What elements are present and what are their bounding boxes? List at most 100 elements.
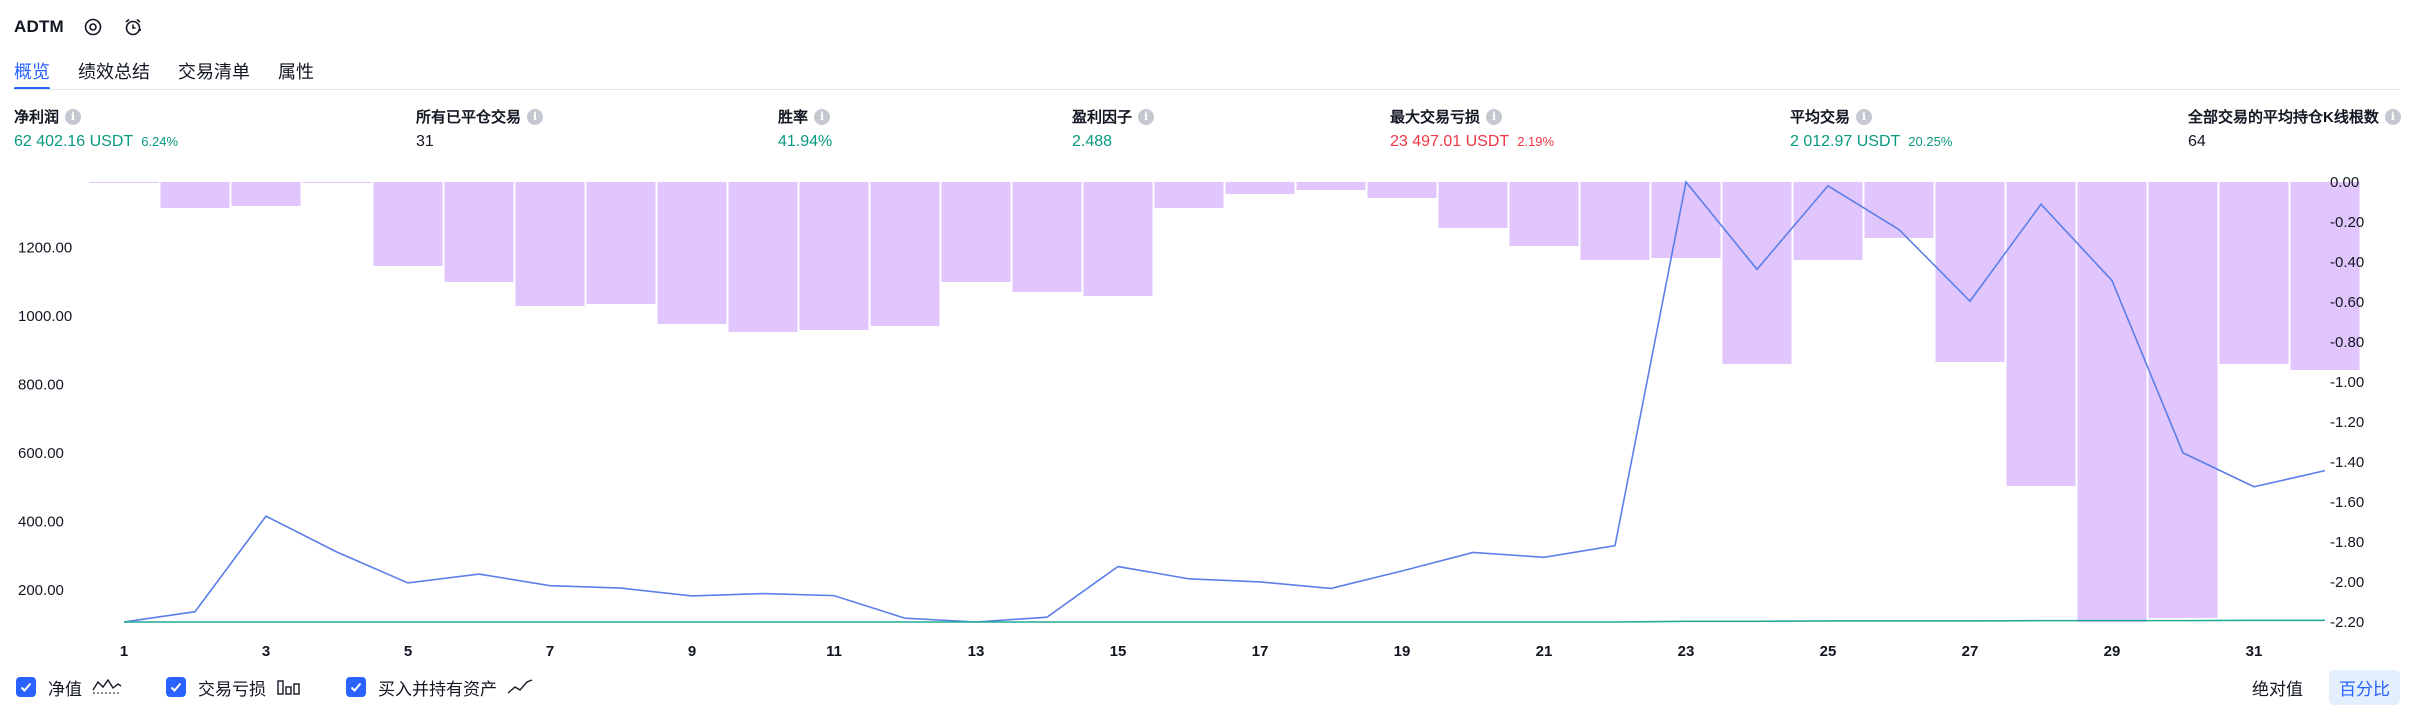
drawdown-bar (1296, 182, 1366, 190)
right-axis-label: -1.40 (2330, 454, 2364, 471)
left-axis-label: 1200.00 (18, 239, 72, 256)
info-icon[interactable]: i (814, 108, 831, 125)
equity-checkbox[interactable] (16, 677, 36, 697)
drawdown-bar (1012, 182, 1082, 292)
metric-label: 平均交易 (1790, 109, 1851, 126)
legend-label: 交易亏损 (198, 679, 266, 699)
drawdown-bar (1509, 182, 1579, 246)
right-axis-label: -1.20 (2330, 414, 2364, 431)
drawdown-bar (1154, 182, 1224, 208)
drawdown-bar (799, 182, 869, 330)
right-axis: 0.00 -0.20 -0.40 -0.60 -0.80 -1.00 -1.20 -1.40 -… (2330, 174, 2364, 631)
legend-item-buy-hold[interactable]: 买入并持有资产 (346, 675, 533, 700)
strategy-header: ADTM (14, 12, 144, 42)
drawdown-bar (89, 182, 159, 183)
x-axis-label: 1 (120, 643, 128, 660)
info-icon[interactable]: i (527, 108, 544, 125)
right-axis-label: -0.20 (2330, 214, 2364, 231)
drawdown-bar (1580, 182, 1650, 260)
metric-value: 62 402.16 USDT (14, 133, 134, 150)
info-icon[interactable]: i (2384, 108, 2401, 125)
drawdown-bar (444, 182, 514, 282)
strategy-title: ADTM (14, 17, 64, 36)
settings-icon[interactable] (82, 16, 104, 38)
tab-overview[interactable]: 概览 (14, 52, 50, 90)
x-axis-label: 27 (1962, 643, 1979, 660)
absolute-value-button[interactable]: 绝对值 (2252, 680, 2303, 699)
drawdown-bar (2148, 182, 2218, 618)
drawdown-bar (728, 182, 798, 332)
x-axis-label: 15 (1110, 643, 1127, 660)
drawdown-bar (870, 182, 940, 326)
metric-net-profit: 净利润 i 62 402.16 USDT 6.24% (14, 106, 178, 151)
metric-win-rate: 胜率 i 41.94% (778, 106, 832, 151)
drawdown-bar (657, 182, 727, 324)
metric-average-trade: 平均交易 i 2 012.97 USDT 20.25% (1790, 106, 1952, 151)
right-axis-label: -1.00 (2330, 374, 2364, 391)
metric-value: 23 497.01 USDT (1390, 133, 1510, 150)
metric-value: 2.488 (1072, 133, 1113, 150)
equity-curve-icon (92, 678, 122, 696)
tab-properties[interactable]: 属性 (278, 62, 314, 82)
right-axis-label: -0.60 (2330, 294, 2364, 311)
metric-avg-bars-in-trades: 全部交易的平均持仓K线根数 i 64 (2188, 106, 2401, 151)
drawdown-bar (2219, 182, 2289, 364)
legend-item-trade-loss[interactable]: 交易亏损 (166, 675, 302, 700)
drawdown-bar (2077, 182, 2147, 622)
metric-label: 所有已平仓交易 (416, 109, 522, 126)
drawdown-bar (586, 182, 656, 304)
trend-line-icon (507, 678, 533, 696)
metric-label: 最大交易亏损 (1390, 109, 1481, 126)
tabs-divider (14, 89, 2400, 90)
x-axis-label: 21 (1536, 643, 1553, 660)
legend-item-equity[interactable]: 净值 (16, 675, 122, 700)
right-axis-label: -0.80 (2330, 334, 2364, 351)
metric-sub-value: 6.24% (141, 134, 179, 149)
scale-toggle: 绝对值 百分比 (2242, 670, 2400, 705)
drawdown-bar (941, 182, 1011, 282)
info-icon[interactable]: i (1486, 108, 1503, 125)
drawdown-bar (1225, 182, 1295, 194)
info-icon[interactable]: i (65, 108, 82, 125)
tab-trade-list[interactable]: 交易清单 (178, 62, 250, 82)
x-axis-label: 7 (546, 643, 554, 660)
tab-bar: 概览 绩效总结 交易清单 属性 (14, 52, 314, 90)
drawdown-bar (1651, 182, 1721, 258)
tab-performance-summary[interactable]: 绩效总结 (78, 62, 150, 82)
drawdown-bar (231, 182, 301, 206)
info-icon[interactable]: i (1856, 108, 1873, 125)
x-axis-label: 25 (1820, 643, 1837, 660)
alarm-clock-icon[interactable] (122, 16, 144, 38)
metric-closed-trades: 所有已平仓交易 i 31 (416, 106, 544, 151)
metric-max-trade-loss: 最大交易亏损 i 23 497.01 USDT 2.19% (1390, 106, 1554, 151)
percent-button[interactable]: 百分比 (2329, 670, 2400, 705)
buy-hold-checkbox[interactable] (346, 677, 366, 697)
right-axis-label: -1.80 (2330, 534, 2364, 551)
drawdown-bar (515, 182, 585, 306)
metric-label: 胜率 (778, 109, 809, 126)
metric-value: 64 (2188, 133, 2206, 150)
x-axis-label: 31 (2246, 643, 2263, 660)
bars-icon (276, 678, 302, 696)
x-axis-label: 23 (1678, 643, 1695, 660)
drawdown-bar (373, 182, 443, 266)
metric-label: 全部交易的平均持仓K线根数 (2188, 109, 2379, 126)
info-icon[interactable]: i (1138, 108, 1155, 125)
drawdown-bar (302, 182, 372, 183)
metric-value: 41.94% (778, 133, 833, 150)
left-axis: 1200.00 1000.00 800.00 600.00 400.00 200.00 (18, 239, 72, 598)
equity-chart[interactable]: 1200.00 1000.00 800.00 600.00 400.00 200.00 0… (0, 172, 2414, 672)
drawdown-bar (1935, 182, 2005, 362)
left-axis-label: 800.00 (18, 376, 64, 393)
left-axis-label: 1000.00 (18, 308, 72, 325)
drawdown-bar (1793, 182, 1863, 260)
x-axis-label: 29 (2104, 643, 2121, 660)
drawdown-bar (1083, 182, 1153, 296)
trade-loss-checkbox[interactable] (166, 677, 186, 697)
x-axis: 1 3 5 7 9 11 13 15 17 19 21 23 25 27 29 31 (120, 643, 2263, 660)
buy-hold-line (124, 619, 2325, 623)
metric-profit-factor: 盈利因子 i 2.488 (1072, 106, 1155, 151)
metric-sub-value: 20.25% (1908, 134, 1953, 149)
chart-legend: 净值 交易亏损 买入并持有资产 (16, 674, 577, 700)
metric-label: 盈利因子 (1072, 109, 1133, 126)
